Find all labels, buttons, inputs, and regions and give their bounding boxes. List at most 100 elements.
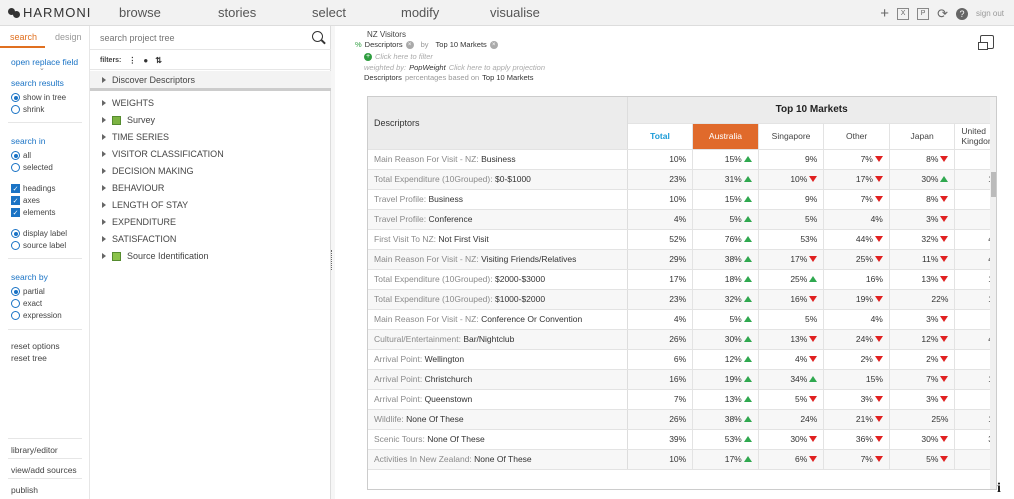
table-cell[interactable]: 4%: [823, 309, 890, 330]
table-row[interactable]: Main Reason For Visit - NZ: Conference O…: [368, 309, 996, 330]
table-cell[interactable]: 9%: [758, 189, 825, 210]
nav-browse[interactable]: browse: [119, 5, 161, 20]
discover-descriptors-row[interactable]: Discover Descriptors: [90, 71, 331, 91]
remove-row-variable-icon[interactable]: ×: [405, 40, 414, 49]
expand-arrow-icon[interactable]: [102, 134, 106, 140]
table-row[interactable]: Cultural/Entertainment: Bar/Nightclub 26%…: [368, 329, 996, 350]
row-descriptor[interactable]: Cultural/Entertainment: Bar/Nightclub: [368, 329, 628, 350]
table-cell[interactable]: 9%: [758, 149, 825, 170]
table-cell[interactable]: 19%: [823, 289, 890, 310]
table-cell[interactable]: 4%: [627, 309, 694, 330]
open-replace-field-link[interactable]: open replace field: [11, 57, 79, 67]
table-cell[interactable]: 5%: [692, 309, 759, 330]
search-project-tree-input[interactable]: [100, 31, 300, 45]
row-descriptor[interactable]: Main Reason For Visit - NZ: Conference O…: [368, 309, 628, 330]
table-cell[interactable]: 4: [954, 249, 996, 270]
table-cell[interactable]: 10%: [627, 149, 694, 170]
tree-item[interactable]: WEIGHTS: [102, 98, 154, 108]
table-cell[interactable]: 30%: [758, 429, 825, 450]
row-descriptor[interactable]: Travel Profile: Conference: [368, 209, 628, 230]
table-cell[interactable]: 7%: [823, 149, 890, 170]
table-cell[interactable]: 30%: [889, 429, 956, 450]
table-cell[interactable]: 4%: [823, 209, 890, 230]
reset-options-link[interactable]: reset options: [11, 341, 60, 351]
column-header-japan[interactable]: Japan: [889, 123, 956, 150]
tree-item[interactable]: VISITOR CLASSIFICATION: [102, 149, 224, 159]
table-cell[interactable]: 13%: [758, 329, 825, 350]
table-cell[interactable]: 5%: [758, 309, 825, 330]
nav-select[interactable]: select: [312, 5, 346, 20]
info-icon[interactable]: i: [997, 481, 1001, 496]
column-header-singapore[interactable]: Singapore: [758, 123, 825, 150]
table-row[interactable]: Main Reason For Visit - NZ: Business 10% 1…: [368, 149, 996, 170]
table-cell[interactable]: 52%: [627, 229, 694, 250]
table-cell[interactable]: 6%: [758, 449, 825, 470]
table-cell[interactable]: 6%: [627, 349, 694, 370]
row-descriptor[interactable]: Arrival Point: Queenstown: [368, 389, 628, 410]
table-cell[interactable]: 1: [954, 369, 996, 390]
table-row[interactable]: Arrival Point: Queenstown 7% 13% 5% 3% 3%: [368, 389, 996, 410]
table-cell[interactable]: 2%: [889, 349, 956, 370]
table-cell[interactable]: 8%: [889, 149, 956, 170]
tab-search[interactable]: search: [10, 32, 38, 42]
table-cell[interactable]: 10%: [627, 449, 694, 470]
list-filter-icon[interactable]: ⋮: [128, 56, 137, 65]
tree-item[interactable]: EXPENDITURE: [102, 217, 176, 227]
table-cell[interactable]: 17%: [692, 449, 759, 470]
table-cell[interactable]: 34%: [758, 369, 825, 390]
expand-arrow-icon[interactable]: [102, 77, 106, 83]
powerpoint-export-icon[interactable]: P: [917, 7, 930, 20]
table-cell[interactable]: [954, 449, 996, 470]
table-row[interactable]: Travel Profile: Business 10% 15% 9% 7% 8%: [368, 189, 996, 210]
headings-checkbox[interactable]: ✓ headings: [11, 184, 56, 193]
table-row[interactable]: First Visit To NZ: Not First Visit 52% 76%…: [368, 229, 996, 250]
library-editor-link[interactable]: library/editor: [11, 445, 58, 455]
table-cell[interactable]: 8%: [889, 189, 956, 210]
top-10-markets-header[interactable]: Top 10 Markets: [627, 97, 996, 124]
table-cell[interactable]: 13%: [692, 389, 759, 410]
table-cell[interactable]: 25%: [889, 409, 956, 430]
sign-out-link[interactable]: sign out: [975, 9, 1004, 18]
table-cell[interactable]: 5%: [758, 389, 825, 410]
table-cell[interactable]: 4%: [758, 349, 825, 370]
weight-name[interactable]: PopWeight: [409, 63, 446, 72]
table-cell[interactable]: 16%: [758, 289, 825, 310]
location-filter-icon[interactable]: ●: [143, 56, 149, 65]
table-cell[interactable]: 12%: [692, 349, 759, 370]
row-descriptor[interactable]: Total Expenditure (10Grouped): $0-$1000: [368, 169, 628, 190]
table-cell[interactable]: 4%: [627, 209, 694, 230]
add-icon[interactable]: +: [880, 5, 890, 22]
table-cell[interactable]: 17%: [758, 249, 825, 270]
table-cell[interactable]: 31%: [692, 169, 759, 190]
table-cell[interactable]: 3%: [823, 389, 890, 410]
expand-arrow-icon[interactable]: [102, 253, 106, 259]
help-icon[interactable]: ?: [955, 7, 968, 20]
table-cell[interactable]: 38%: [692, 249, 759, 270]
table-cell[interactable]: 53%: [692, 429, 759, 450]
shrink-option[interactable]: shrink: [11, 105, 44, 114]
table-cell[interactable]: 18%: [692, 269, 759, 290]
row-descriptor[interactable]: Total Expenditure (10Grouped): $2000-$30…: [368, 269, 628, 290]
source-label-option[interactable]: source label: [11, 241, 66, 250]
table-row[interactable]: Activities In New Zealand: None Of These…: [368, 449, 996, 470]
expand-arrow-icon[interactable]: [102, 100, 106, 106]
table-cell[interactable]: 36%: [823, 429, 890, 450]
table-cell[interactable]: 76%: [692, 229, 759, 250]
table-cell[interactable]: 7%: [823, 189, 890, 210]
show-in-tree-option[interactable]: show in tree: [11, 93, 66, 102]
tab-design[interactable]: design: [55, 32, 82, 42]
table-row[interactable]: Total Expenditure (10Grouped): $0-$1000 2…: [368, 169, 996, 190]
row-descriptor[interactable]: Main Reason For Visit - NZ: Visiting Fri…: [368, 249, 628, 270]
tree-item[interactable]: Survey: [102, 115, 155, 125]
search-icon[interactable]: [312, 31, 323, 42]
table-cell[interactable]: 5%: [889, 449, 956, 470]
filter-line[interactable]: + Click here to filter: [364, 52, 433, 61]
row-descriptor[interactable]: Travel Profile: Business: [368, 189, 628, 210]
table-cell[interactable]: 5%: [692, 209, 759, 230]
search-by-expression-option[interactable]: expression: [11, 311, 62, 320]
column-variable[interactable]: Top 10 Markets: [435, 40, 487, 49]
search-in-all-option[interactable]: all: [11, 151, 31, 160]
table-cell[interactable]: 21%: [823, 409, 890, 430]
table-cell[interactable]: 10%: [758, 169, 825, 190]
table-cell[interactable]: 29%: [627, 249, 694, 270]
